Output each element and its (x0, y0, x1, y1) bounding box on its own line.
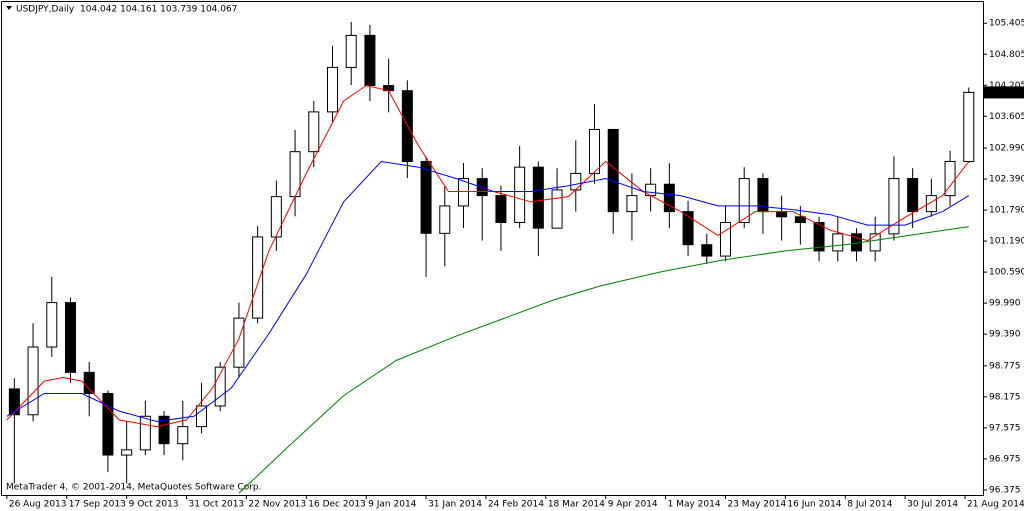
candle-body (944, 160, 956, 197)
x-tick-label: 23 May 2014 (727, 500, 786, 510)
candle-body (326, 66, 338, 113)
x-tick-label: 9 Jan 2014 (368, 500, 416, 510)
x-tick-label: 21 Aug 2014 (967, 500, 1024, 510)
candle-body (925, 195, 937, 213)
candle-body (345, 34, 357, 68)
candle-body (794, 216, 806, 223)
candle-body (476, 178, 488, 197)
x-tick-label: 26 Aug 2013 (9, 500, 67, 510)
candle-body (64, 302, 76, 373)
y-tick-label: 100.590 (989, 268, 1024, 278)
y-tick-label: 102.990 (989, 144, 1024, 154)
x-tick-label: 31 Oct 2013 (189, 500, 245, 510)
x-tick-label: 8 Jul 2014 (847, 500, 892, 510)
x-tick-label: 16 Dec 2013 (308, 500, 366, 510)
candle-body (588, 128, 600, 174)
candle-body (888, 178, 900, 235)
candle-body (439, 205, 451, 234)
candle-body (626, 195, 638, 213)
moving-average-line (238, 226, 969, 494)
y-tick-label: 96.975 (989, 454, 1021, 464)
x-tick-label: 16 Jun 2014 (787, 500, 841, 510)
candle-body (308, 111, 320, 153)
x-tick-label: 17 Sep 2013 (69, 500, 126, 510)
candle-body (832, 233, 844, 252)
chart-title: USDJPY,Daily (16, 5, 75, 15)
candle-body (963, 91, 975, 162)
candle-body (83, 371, 95, 395)
y-tick-label: 98.775 (989, 361, 1021, 371)
plot-frame (1, 1, 984, 496)
x-tick-label: 1 May 2014 (668, 500, 721, 510)
ohlc-label: 104.042 104.161 103.739 104.067 (80, 5, 237, 15)
x-tick-label: 9 Oct 2013 (129, 500, 179, 510)
x-tick-label: 9 Apr 2014 (608, 500, 658, 510)
candle-body (195, 405, 207, 428)
candle-body (514, 166, 526, 223)
y-tick-label: 99.990 (989, 299, 1021, 309)
y-tick-label: 98.175 (989, 392, 1021, 402)
y-tick-label: 97.575 (989, 423, 1021, 433)
candle-body (177, 426, 189, 445)
candle-body (663, 183, 675, 213)
candle-body (252, 236, 264, 319)
y-tick-label: 99.390 (989, 330, 1021, 340)
candle-body (701, 244, 713, 257)
candle-body (719, 221, 731, 257)
y-tick-label: 96.375 (989, 485, 1021, 495)
candle-body (214, 366, 226, 407)
current-price-label: 104.067 (987, 88, 1024, 98)
candle-body (158, 415, 170, 445)
y-tick-label: 101.790 (989, 206, 1024, 216)
footer: MetaTrader 4, © 2001-2014, MetaQuotes So… (6, 483, 262, 493)
x-tick-label: 31 Jan 2014 (428, 500, 482, 510)
candle-body (457, 178, 469, 207)
candle-body (27, 346, 39, 416)
x-tick-label: 18 Mar 2014 (548, 500, 605, 510)
y-tick-label: 101.190 (989, 237, 1024, 247)
y-tick-label: 102.390 (989, 175, 1024, 185)
candle-body (270, 196, 282, 238)
candle-body (738, 178, 750, 223)
candle-body (102, 393, 114, 456)
y-tick-label: 105.405 (989, 19, 1024, 29)
y-tick-label: 104.805 (989, 50, 1024, 60)
x-tick-label: 30 Jul 2014 (907, 500, 958, 510)
candle-body (46, 302, 58, 348)
candle-body (607, 128, 619, 213)
candle-body (682, 211, 694, 246)
moving-average-line (6, 160, 970, 423)
candle-body (869, 233, 881, 252)
candle-body (420, 160, 432, 234)
y-tick-label: 104.205 (989, 81, 1024, 91)
candle-body (813, 221, 825, 252)
y-tick-label: 103.605 (989, 112, 1024, 122)
candle-body (570, 172, 582, 191)
candle-body (532, 166, 544, 229)
candle-body (233, 317, 245, 368)
candle-body (8, 388, 20, 416)
candle-body (495, 195, 507, 223)
candle-body (551, 189, 563, 229)
x-tick-label: 22 Nov 2013 (248, 500, 306, 510)
candle-body (907, 178, 919, 213)
current-price-box (984, 86, 1024, 99)
moving-average-line (6, 84, 970, 428)
candle-body (121, 449, 133, 456)
candle-body (139, 415, 151, 451)
candle-body (776, 211, 788, 218)
x-tick-label: 24 Feb 2014 (488, 500, 544, 510)
candle-body (364, 34, 376, 87)
symbol-menu-arrow[interactable] (6, 6, 12, 10)
